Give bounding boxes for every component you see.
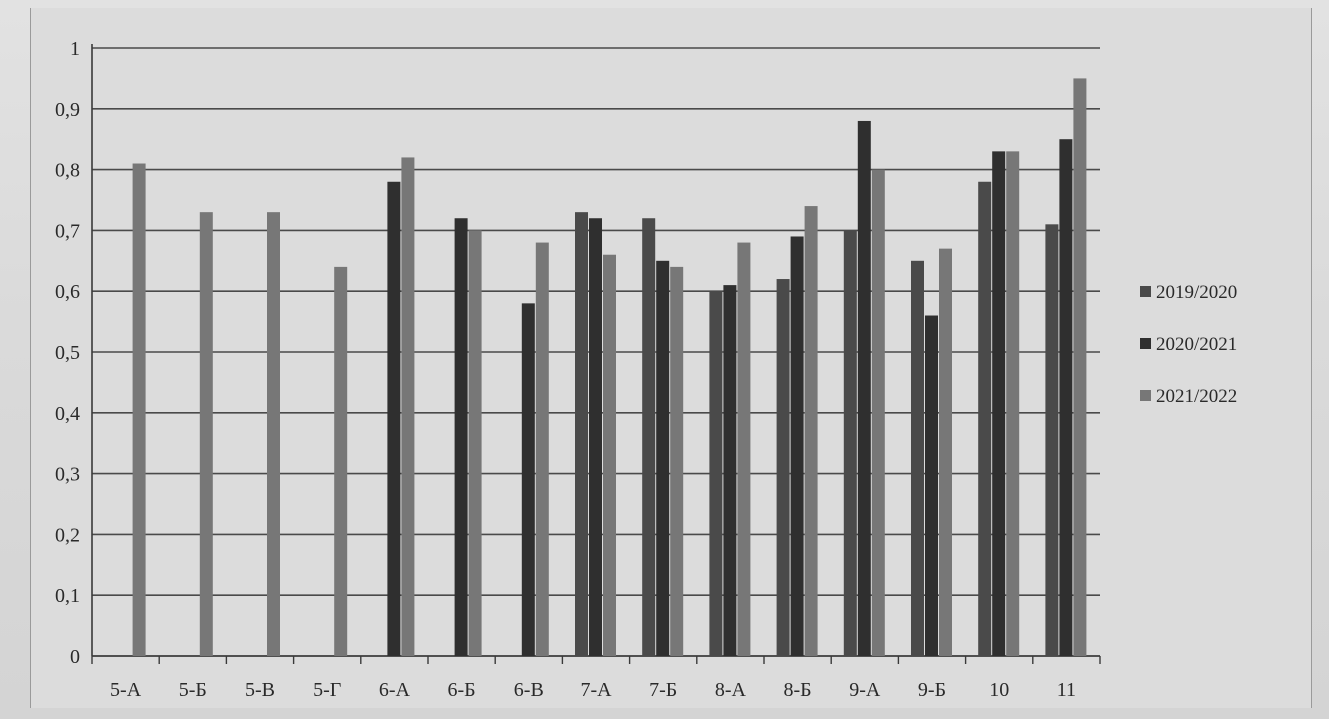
y-tick-label: 0,8 — [55, 160, 80, 182]
bar-2021-2022 — [401, 157, 415, 656]
bar-2019-2020 — [575, 212, 588, 656]
y-tick-label: 0 — [70, 646, 80, 668]
x-tick-label: 8-Б — [784, 679, 812, 701]
x-tick-label: 7-Б — [649, 679, 677, 701]
bar-2021-2022 — [670, 266, 684, 656]
bar-2019-2020 — [911, 260, 924, 656]
bar-2021-2022 — [804, 206, 818, 656]
x-tick-label: 7-А — [580, 679, 612, 701]
legend-swatch — [1140, 286, 1151, 297]
bar-2021-2022 — [737, 242, 751, 656]
bar-2021-2022 — [132, 163, 146, 656]
bar-2021-2022 — [939, 248, 952, 656]
y-tick-label: 0,7 — [55, 220, 80, 242]
bar-2021-2022 — [199, 212, 213, 656]
y-tick-label: 0,1 — [55, 585, 80, 607]
y-tick-label: 0,9 — [55, 99, 80, 121]
x-tick-label: 9-Б — [918, 679, 946, 701]
x-tick-label: 6-В — [514, 679, 544, 701]
bar-2021-2022 — [267, 212, 280, 656]
legend-swatch — [1140, 390, 1151, 401]
bar-2020-2021 — [723, 285, 737, 656]
bar-2021-2022 — [871, 169, 885, 656]
x-tick-label: 9-А — [849, 679, 881, 701]
bar-2021-2022 — [334, 266, 348, 656]
y-tick-label: 0,6 — [55, 281, 80, 303]
x-tick-label: 10 — [989, 679, 1009, 701]
y-tick-label: 0,4 — [55, 403, 80, 425]
y-tick-label: 0,3 — [55, 464, 80, 486]
bar-2020-2021 — [1059, 139, 1073, 656]
bar-2020-2021 — [521, 303, 535, 656]
x-tick-label: 5-В — [245, 679, 275, 701]
bar-2021-2022 — [603, 254, 616, 656]
y-tick-label: 0,2 — [55, 524, 80, 546]
legend-label: 2019/2020 — [1156, 282, 1237, 303]
bar-2020-2021 — [790, 236, 804, 657]
bar-2019-2020 — [709, 291, 723, 656]
bar-2021-2022 — [1073, 78, 1087, 656]
y-tick-label: 0,5 — [55, 342, 80, 364]
x-tick-label: 5-Б — [179, 679, 207, 701]
x-tick-label: 6-Б — [448, 679, 476, 701]
bar-2019-2020 — [978, 181, 992, 656]
bar-2019-2020 — [642, 218, 656, 657]
bar-2020-2021 — [387, 181, 401, 656]
x-tick-label: 8-А — [715, 679, 747, 701]
bar-2020-2021 — [857, 120, 871, 656]
bar-2021-2022 — [535, 242, 549, 656]
x-tick-label: 11 — [1057, 679, 1076, 701]
bar-2019-2020 — [776, 279, 790, 656]
legend-label: 2021/2022 — [1156, 386, 1237, 407]
bar-2021-2022 — [468, 230, 482, 656]
bar-2020-2021 — [656, 260, 670, 656]
bar-2020-2021 — [925, 315, 938, 656]
x-tick-label: 5-А — [110, 679, 142, 701]
legend-label: 2020/2021 — [1156, 334, 1237, 355]
legend-swatch — [1140, 338, 1151, 349]
y-tick-label: 1 — [70, 38, 80, 60]
x-tick-label: 6-А — [379, 679, 411, 701]
bar-2019-2020 — [843, 230, 857, 656]
bar-2020-2021 — [454, 218, 468, 657]
bar-2020-2021 — [589, 218, 602, 657]
bar-2020-2021 — [992, 151, 1006, 657]
bar-2019-2020 — [1045, 224, 1059, 656]
x-tick-label: 5-Г — [313, 679, 341, 701]
bar-2021-2022 — [1006, 151, 1020, 657]
